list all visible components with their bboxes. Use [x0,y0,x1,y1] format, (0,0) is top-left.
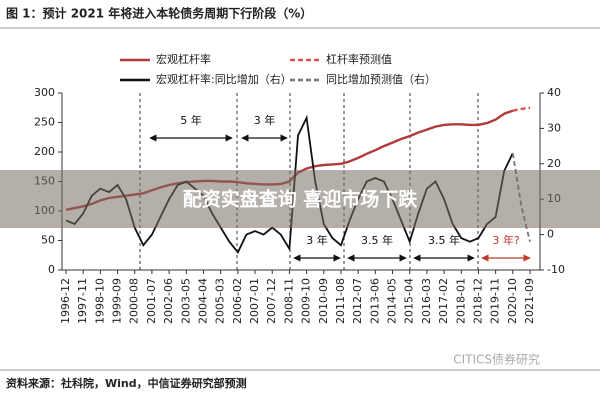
banner-text: 配资实盘查询 喜迎市场下跌 [183,188,419,211]
x-tick-label: 2016-03 [420,278,433,324]
x-tick-label: 2006-02 [231,278,244,324]
x-tick-label: 2007-01 [248,278,261,324]
x-tick-label: 2015-04 [403,278,416,324]
x-tick-label: 2018-01 [454,278,467,324]
x-tick-label: 2002-06 [162,278,175,324]
annotation: 3 年 [254,113,276,127]
annotation: 3 年? [492,233,519,247]
annotation-bg [300,232,334,248]
x-tick-label: 1997-11 [76,278,89,324]
x-tick-label: 2009-10 [300,278,313,324]
x-tick-label: 2001-07 [145,278,158,324]
annotation: 3.5 年 [428,233,460,247]
x-tick-label: 2004-04 [196,278,209,324]
x-tick-label: 2020-10 [506,278,519,324]
x-tick-label: 2018-12 [471,278,484,324]
x-tick-label: 1998-10 [93,278,106,324]
annotation: 5 年 [180,113,202,127]
annotation: 3 年 [306,233,328,247]
annotation-bg [174,112,208,128]
x-tick-label: 2007-12 [265,278,278,324]
x-tick-label: 2021-09 [523,278,536,324]
annotation-bg [247,112,282,128]
watermark: CITICS债券研究 [453,352,540,367]
y2-tick-label: 30 [547,121,561,134]
chart-title: 图 1：预计 2021 年将进入本轮债务周期下行阶段（%） [6,6,312,21]
annotation-bg [427,232,461,248]
y-tick-label: 200 [34,145,55,158]
x-tick-label: 2005-03 [214,278,227,324]
legend-label: 同比增加预测值（右） [326,72,436,86]
x-tick-label: 1996-12 [59,278,72,324]
y2-tick-label: 40 [547,86,561,99]
annotation-bg [360,232,394,248]
y2-tick-label: 0 [547,228,554,241]
annotation: 3.5 年 [361,233,393,247]
x-tick-label: 2014-05 [386,278,399,324]
y-tick-label: 300 [34,86,55,99]
x-tick-label: 2008-11 [282,278,295,324]
annotation-bg [489,232,523,248]
x-tick-label: 2017-02 [437,278,450,324]
source-note: 资料来源：社科院，Wind，中信证券研究部预测 [6,376,247,390]
y-tick-label: 0 [48,263,55,276]
legend-label: 宏观杠杆率 [156,52,211,66]
x-tick-label: 2010-09 [317,278,330,324]
y2-tick-label: 20 [547,157,561,170]
legend-label: 宏观杠杆率:同比增加（右） [156,72,292,86]
x-tick-label: 2012-07 [351,278,364,324]
y-tick-label: 50 [41,234,55,247]
x-tick-label: 2019-11 [489,278,502,324]
x-tick-label: 2003-05 [179,278,192,324]
y2-tick-label: -10 [547,263,565,276]
x-tick-label: 2013-06 [368,278,381,324]
series-line [512,106,531,112]
y-tick-label: 250 [34,116,55,129]
x-tick-label: 2000-08 [128,278,141,324]
x-tick-label: 1999-09 [111,278,124,324]
banner-band [0,170,600,228]
legend-label: 杠杆率预测值 [326,52,392,66]
x-tick-label: 2011-08 [334,278,347,324]
